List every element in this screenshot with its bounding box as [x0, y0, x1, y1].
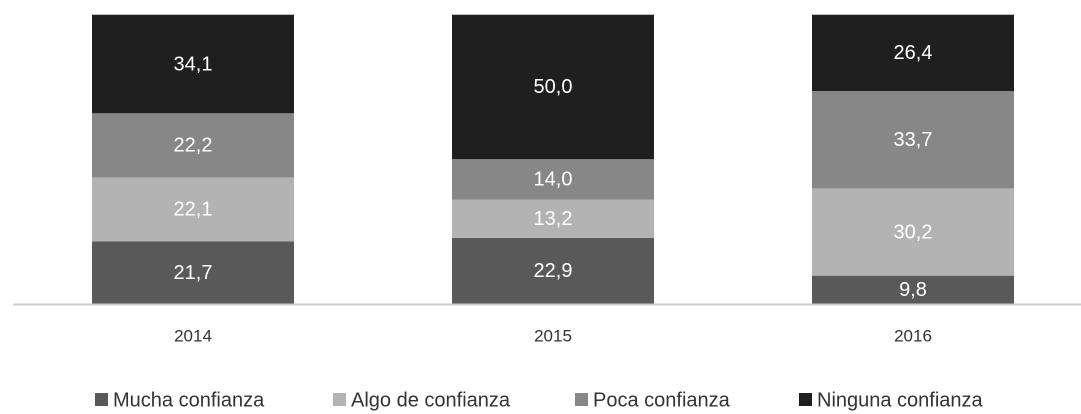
x-tick-label: 2016: [894, 326, 932, 345]
data-label: 9,8: [899, 279, 927, 301]
data-label: 14,0: [534, 169, 573, 191]
bar-segment: [452, 199, 654, 238]
legend-swatch: [95, 393, 108, 406]
bar-segment: [452, 14, 654, 160]
legend-label: Ninguna confianza: [817, 389, 984, 411]
legend-swatch: [575, 393, 588, 406]
bar-segment: [452, 237, 654, 304]
bar-segment: [812, 275, 1014, 304]
legend-swatch: [799, 393, 812, 406]
data-label: 26,4: [894, 42, 933, 64]
legend-swatch: [333, 393, 346, 406]
bar-segment: [92, 14, 294, 114]
data-label: 21,7: [174, 262, 213, 284]
data-label: 50,0: [534, 76, 573, 98]
data-label: 22,9: [534, 260, 573, 282]
data-label: 13,2: [534, 208, 573, 230]
legend-label: Algo de confianza: [351, 389, 511, 411]
data-label: 22,1: [174, 199, 213, 221]
bar-segment: [92, 113, 294, 178]
bar-segment: [812, 91, 1014, 189]
legend-label: Poca confianza: [593, 389, 731, 411]
bar-segment: [92, 177, 294, 242]
data-label: 30,2: [894, 221, 933, 243]
x-tick-label: 2015: [534, 326, 572, 345]
bar-segment: [812, 188, 1014, 276]
data-label: 34,1: [174, 53, 213, 75]
data-label: 33,7: [894, 129, 933, 151]
x-tick-label: 2014: [174, 326, 212, 345]
bar-segment: [812, 14, 1014, 92]
legend-label: Mucha confianza: [113, 389, 265, 411]
bar-segment: [452, 159, 654, 200]
bar-segment: [92, 241, 294, 304]
data-label: 22,2: [174, 135, 213, 157]
